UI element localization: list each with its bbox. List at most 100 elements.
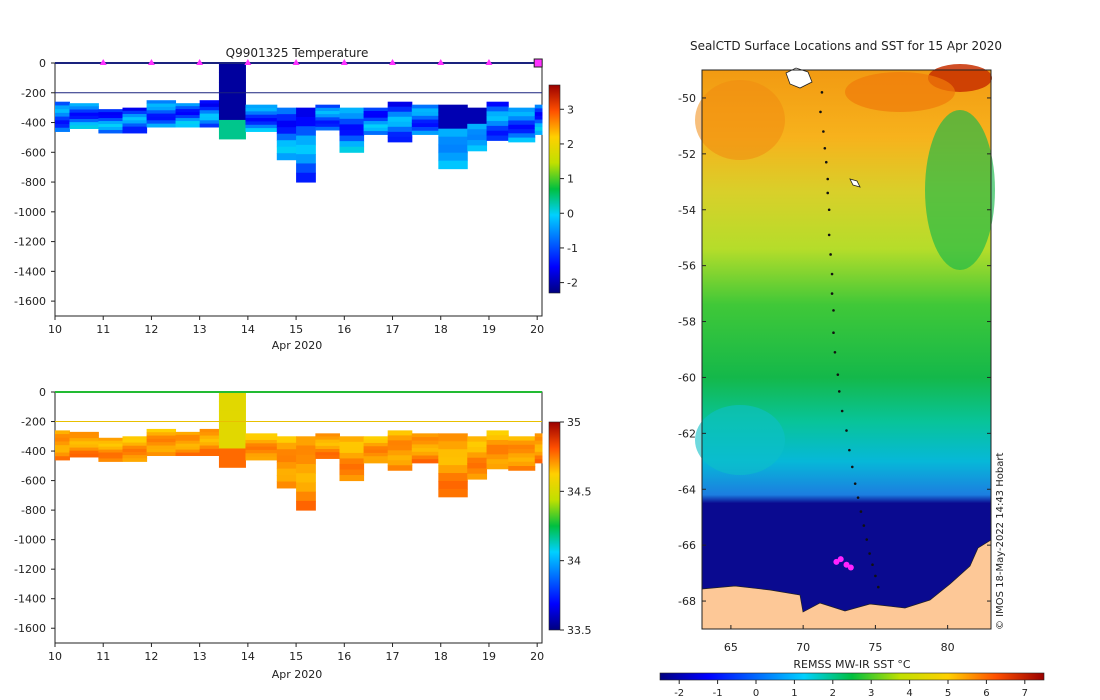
temperature-profile-cell <box>411 115 439 121</box>
colorbar-tick-label: 1 <box>567 173 574 186</box>
temperature-profile-cell <box>122 113 148 118</box>
salinity-profile-cell <box>146 438 177 443</box>
temperature-profile-cell <box>276 140 297 148</box>
lat-tick-label: -58 <box>678 316 696 329</box>
temperature-profile-cell <box>363 114 389 119</box>
salinity-profile-cell <box>218 439 246 449</box>
temperature-profile-cell <box>508 129 536 134</box>
credit-text: © IMOS 18-May-2022 14:43 Hobart <box>995 453 1006 630</box>
temperature-profile-cell <box>296 116 316 127</box>
latest-point <box>847 564 854 571</box>
temperature-profile-cell <box>508 107 536 113</box>
salinity-profile-cell <box>315 452 340 456</box>
salinity-profile-cell <box>175 452 201 456</box>
salinity-profile-cell <box>486 463 509 470</box>
x-tick-label: 19 <box>482 650 496 663</box>
salinity-plot-frame <box>54 391 543 644</box>
salinity-profile-cell <box>98 437 124 442</box>
map-frame <box>701 69 992 630</box>
temperature-profile-cell <box>245 104 278 109</box>
temperature-profile-cell <box>218 110 246 121</box>
salinity-profile-cell <box>315 449 340 453</box>
salinity-profile-cell <box>363 442 389 447</box>
salinity-profile-cell <box>146 432 177 437</box>
temperature-profile-cell <box>55 112 70 118</box>
salinity-profile-cell <box>296 454 316 465</box>
x-tick-label: 20 <box>530 650 544 663</box>
track-point <box>836 373 840 376</box>
temperature-profile-cell <box>69 115 99 120</box>
salinity-profile-cell <box>146 442 177 447</box>
salinity-profile-cell <box>438 473 468 482</box>
track-point <box>850 465 854 469</box>
temperature-profile-cell <box>508 124 536 130</box>
salinity-profile-cell <box>276 455 297 463</box>
salinity-profile-cell <box>276 436 297 444</box>
salinity-profile-cell <box>122 445 148 450</box>
temperature-profile-cell <box>296 126 316 137</box>
temperature-profile-cell <box>69 109 99 114</box>
surface-marker <box>196 59 204 65</box>
salinity-profile-cell <box>146 428 177 433</box>
x-tick-label: 17 <box>386 650 400 663</box>
temperature-profile-cell <box>55 105 70 110</box>
salinity-profile-cell <box>363 456 389 461</box>
salinity-profile-cell <box>534 448 543 453</box>
salinity-profile-cell <box>69 441 99 445</box>
surface-marker <box>244 59 252 65</box>
lon-tick-label: 65 <box>724 641 738 654</box>
latest-point <box>833 558 840 565</box>
salinity-profile-cell <box>315 445 340 450</box>
lon-tick-label: 70 <box>796 641 810 654</box>
temperature-profile-cell <box>467 113 488 119</box>
salinity-profile-cell <box>122 436 148 440</box>
temperature-profile-cell <box>276 133 297 141</box>
temperature-profile-cell <box>98 118 124 122</box>
seal-track-points <box>819 91 880 589</box>
latest-surface-marker <box>533 58 543 68</box>
temperature-profile-cell <box>245 111 278 116</box>
salinity-profile-cell <box>296 500 316 511</box>
salinity-profile-cell <box>245 439 278 444</box>
temperature-profile-cell <box>486 121 509 127</box>
salinity-profile-cell <box>467 452 488 459</box>
salinity-profile-cell <box>296 482 316 493</box>
salinity-profile-cell <box>245 453 278 458</box>
temperature-profile-cell <box>534 108 543 113</box>
temperature-profile-cell <box>69 103 99 107</box>
salinity-profile-cell <box>276 449 297 457</box>
y-tick-label: 0 <box>39 57 46 70</box>
temperature-x-axis: 10 11 12 13 14 15 16 17 18 19 20 <box>48 316 544 336</box>
temperature-profile-cell <box>339 113 365 120</box>
temperature-profile-cell <box>534 112 543 117</box>
temperature-profile-cell <box>411 126 439 132</box>
salinity-profile-cell <box>122 439 148 444</box>
temperature-y-axis: 0 -200 -400 -600 -800 -1000 -1200 -1400 -1600 <box>14 57 55 308</box>
surface-marker <box>437 59 445 65</box>
temperature-xlabel: Apr 2020 <box>272 339 323 352</box>
sst-colorbar-tick-label: 7 <box>1022 688 1028 699</box>
salinity-x-axis: 10 11 12 13 14 15 16 17 18 19 20 <box>48 643 544 663</box>
salinity-profiles <box>55 391 543 511</box>
temperature-profile-cell <box>245 108 278 112</box>
salinity-profile-cell <box>199 432 220 437</box>
salinity-profile-cell <box>387 430 413 436</box>
temperature-profiles <box>55 62 543 183</box>
salinity-profile-cell <box>411 440 439 445</box>
y-tick-label: -200 <box>21 87 46 100</box>
temperature-profile-cell <box>467 107 488 114</box>
sst-colorbar-tick-label: -2 <box>674 688 684 699</box>
colorbar-tick-label: 0 <box>567 207 574 220</box>
salinity-profile-cell <box>508 449 536 454</box>
temperature-profile-cell <box>363 121 389 125</box>
x-tick-label: 13 <box>193 650 207 663</box>
track-point <box>845 429 848 432</box>
track-point <box>833 350 837 354</box>
temperature-section-panel: 0-200-400-600-800-1000-1200-1400-1600 10… <box>14 46 578 352</box>
salinity-profile-cell <box>387 440 413 446</box>
salinity-profile-cell <box>218 401 246 412</box>
temperature-profile-cell <box>534 130 543 135</box>
temperature-profile-cell <box>55 120 70 125</box>
salinity-profile-cell <box>296 445 316 456</box>
